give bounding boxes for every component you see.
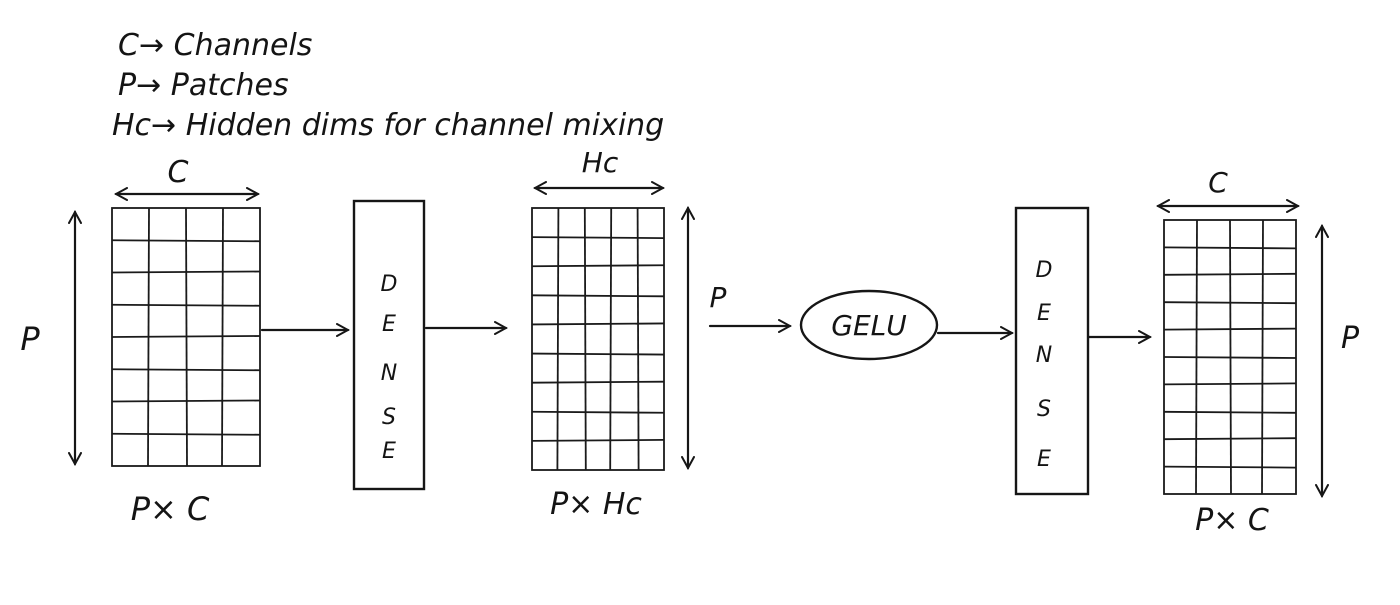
hidden-height-label: P: [710, 281, 727, 314]
dense-2-letter-e2: E: [1037, 447, 1051, 472]
dense-1-letter-e2: E: [382, 439, 396, 464]
legend-channels: C→ Channels: [118, 28, 312, 63]
dense-2-letter-n: N: [1036, 343, 1052, 368]
dense-layer-2-box: [1014, 206, 1090, 496]
dense-2-letter-s: S: [1037, 397, 1051, 422]
legend-patches: P→ Patches: [118, 68, 289, 103]
dense-1-letter-e: E: [382, 312, 396, 337]
input-width-label: C: [168, 155, 189, 190]
matrix-column-line: [185, 207, 188, 467]
output-height-label: P: [1341, 321, 1360, 356]
dense-layer-2: D E N S E: [1014, 206, 1090, 496]
matrix-row-line: [531, 264, 665, 268]
gelu-ellipse: [799, 289, 939, 361]
matrix-row-line: [531, 438, 665, 442]
dense-1-letter-s: S: [382, 405, 396, 430]
matrix-column-line: [221, 207, 224, 467]
dense-2-letter-d: D: [1036, 258, 1053, 283]
matrix-row-line: [531, 294, 665, 298]
input-height-label: P: [20, 320, 40, 358]
output-width-label: C: [1208, 166, 1228, 199]
hidden-matrix-block: Hc P P× Hc: [531, 146, 727, 522]
dense-layer-1: D E N S E: [352, 199, 426, 491]
gelu-label: GELU: [831, 309, 906, 342]
dense-layer-1-box: [352, 199, 426, 491]
legend: C→ Channels P→ Patches Hc→ Hidden dims f…: [112, 28, 664, 143]
matrix-column-line: [1195, 219, 1198, 495]
output-shape-caption: P× C: [1195, 503, 1269, 538]
matrix-row-line: [531, 380, 665, 384]
matrix-outline: [531, 207, 665, 471]
matrix-column-line: [1229, 219, 1232, 495]
matrix-column-line: [1261, 219, 1264, 495]
input-shape-caption: P× C: [131, 490, 210, 528]
output-matrix-block: C P P× C: [1158, 166, 1360, 538]
output-matrix-grid: [1163, 219, 1297, 495]
hidden-width-label: Hc: [582, 146, 619, 179]
hidden-matrix-grid: [531, 207, 665, 471]
dense-1-letter-n: N: [381, 361, 397, 386]
hidden-shape-caption: P× Hc: [550, 487, 642, 522]
matrix-column-line: [636, 207, 640, 471]
gelu-activation: GELU: [799, 289, 939, 361]
input-matrix-block: C P P× C: [20, 155, 261, 528]
matrix-row-line: [531, 410, 665, 414]
matrix-column-line: [556, 207, 560, 471]
matrix-column-line: [147, 207, 150, 467]
matrix-column-line: [583, 207, 587, 471]
matrix-column-line: [609, 207, 613, 471]
matrix-row-line: [531, 322, 665, 326]
matrix-row-line: [1163, 465, 1297, 469]
input-matrix-grid: [111, 207, 261, 467]
matrix-row-line: [531, 236, 665, 240]
matrix-row-line: [531, 352, 665, 356]
legend-hidden-dims: Hc→ Hidden dims for channel mixing: [112, 108, 664, 143]
dense-1-letter-d: D: [381, 272, 398, 297]
dense-2-letter-e: E: [1037, 301, 1051, 326]
